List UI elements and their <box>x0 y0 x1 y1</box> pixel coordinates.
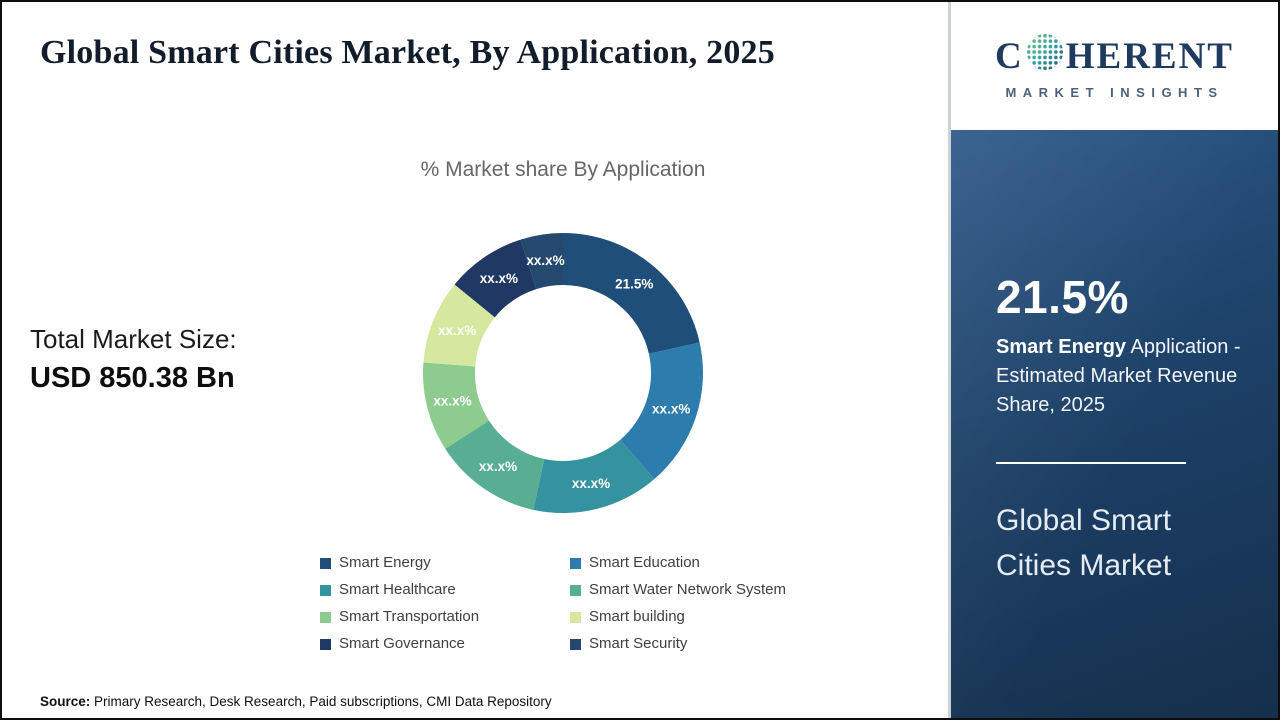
logo-wordmark: C HE <box>995 33 1234 81</box>
total-market-size-block: Total Market Size: USD 850.38 Bn <box>30 324 237 395</box>
right-panel: 21.5% Smart Energy Application - Estimat… <box>948 130 1278 718</box>
donut-segment-label: xx.x% <box>652 401 690 416</box>
panel-title: Global Smart Cities Market <box>996 504 1172 582</box>
legend-swatch <box>320 612 331 623</box>
donut-segment-label: 21.5% <box>615 277 653 292</box>
legend-item: Smart Healthcare <box>320 581 570 598</box>
legend-item: Smart building <box>570 608 830 625</box>
legend-item: Smart Security <box>570 635 830 652</box>
donut-segment-label: xx.x% <box>438 323 476 338</box>
highlight-stat-value: 21.5% <box>996 271 1129 323</box>
legend-label: Smart Governance <box>339 635 465 652</box>
legend-swatch <box>570 612 581 623</box>
legend-swatch <box>570 585 581 596</box>
legend-swatch <box>320 585 331 596</box>
legend-swatch <box>570 558 581 569</box>
donut-segment-label: xx.x% <box>480 271 518 286</box>
chart-legend: Smart Energy Smart Education Smart Healthc… <box>320 554 830 652</box>
donut-segment-label: xx.x% <box>479 459 517 474</box>
legend-label: Smart Water Network System <box>589 581 786 598</box>
logo-subtitle: MARKET INSIGHTS <box>1005 84 1224 100</box>
source-note: Source: Primary Research, Desk Research,… <box>40 694 552 709</box>
donut-segment <box>533 439 655 513</box>
donut-segment-label: xx.x% <box>433 394 471 409</box>
legend-item: Smart Governance <box>320 635 570 652</box>
legend-label: Smart Security <box>589 635 688 652</box>
chart-title: % Market share By Application <box>420 158 706 181</box>
legend-swatch <box>320 558 331 569</box>
page-title: Global Smart Cities Market, By Applicati… <box>40 34 775 71</box>
total-market-size-value: USD 850.38 Bn <box>30 362 235 394</box>
logo-word-rest: HERENT <box>1065 36 1234 77</box>
donut-segment <box>454 239 537 318</box>
legend-label: Smart Energy <box>339 554 431 571</box>
donut-segment <box>563 233 700 354</box>
highlight-stat-rest: Application - Estimated Market Revenue S… <box>996 336 1241 416</box>
globe-dots-icon <box>1026 33 1064 81</box>
donut-segment-label: xx.x% <box>572 476 610 491</box>
legend-item: Smart Education <box>570 554 830 571</box>
source-label: Source: <box>40 694 91 709</box>
legend-label: Smart Education <box>589 554 700 571</box>
legend-item: Smart Energy <box>320 554 570 571</box>
donut-segment <box>445 420 545 510</box>
donut-segment <box>620 342 703 480</box>
donut-chart: 21.5% xx.x% xx.x% xx.x% xx.x% xx.x% xx.x% xx.x% <box>423 233 703 513</box>
donut-segment <box>520 233 563 290</box>
highlight-stat-segment: Smart Energy <box>996 336 1127 358</box>
logo-word-start: C <box>995 36 1024 77</box>
brand-logo: C HE <box>948 2 1278 130</box>
donut-segment <box>423 362 489 449</box>
donut-segment <box>423 284 495 367</box>
legend-swatch <box>320 639 331 650</box>
legend-label: Smart Transportation <box>339 608 480 625</box>
donut-segment-label: xx.x% <box>526 253 564 268</box>
legend-item: Smart Transportation <box>320 608 570 625</box>
legend-item: Smart Water Network System <box>570 581 830 598</box>
source-text: Primary Research, Desk Research, Paid su… <box>90 694 552 709</box>
legend-swatch <box>570 639 581 650</box>
total-market-size-label: Total Market Size: <box>30 324 237 354</box>
highlight-stat-description: Smart Energy Application - Estimated Mar… <box>996 333 1248 420</box>
legend-label: Smart building <box>589 608 685 625</box>
panel-divider <box>996 462 1186 464</box>
legend-label: Smart Healthcare <box>339 581 456 598</box>
